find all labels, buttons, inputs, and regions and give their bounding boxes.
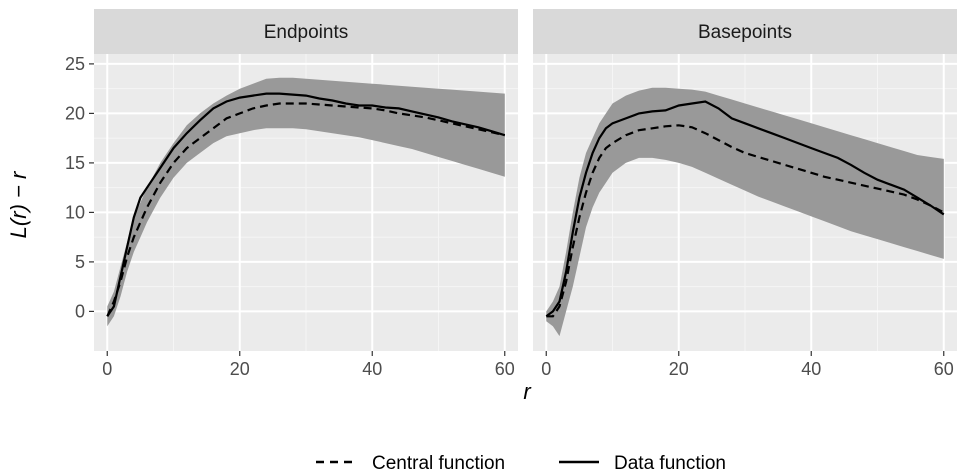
envelope-band — [107, 77, 505, 327]
envelope-band — [546, 87, 944, 337]
legend-label-data: Data function — [614, 453, 726, 474]
y-tick-label: 0 — [75, 301, 85, 321]
data-endpoints — [106, 77, 506, 327]
x-tick-label: 20 — [669, 359, 689, 379]
x-tick-label: 0 — [102, 359, 112, 379]
x-tick-label: 60 — [495, 359, 515, 379]
y-tick-label: 15 — [65, 153, 85, 173]
data-function-line — [106, 92, 506, 317]
central-function-line — [546, 124, 945, 318]
legend-label-central: Central function — [372, 453, 505, 474]
x-ticks-basepoints: 0 20 40 60 — [541, 351, 954, 379]
y-axis-title: L(r) − r — [6, 170, 31, 238]
x-tick-label: 20 — [230, 359, 250, 379]
y-tick-label: 25 — [65, 54, 85, 74]
data-basepoints — [545, 87, 945, 337]
y-ticks: 0 5 10 15 20 25 — [65, 54, 94, 321]
panel-basepoints: Basepoints 0 20 40 60 — [533, 9, 957, 379]
x-tick-label: 60 — [934, 359, 954, 379]
central-function-line — [106, 102, 506, 317]
panel-endpoints: Endpoints 0 20 40 60 — [94, 9, 518, 379]
strip-title-endpoints: Endpoints — [264, 22, 349, 43]
y-tick-label: 10 — [65, 202, 85, 222]
y-tick-label: 5 — [75, 252, 85, 272]
x-ticks-endpoints: 0 20 40 60 — [102, 351, 515, 379]
legend: Central function Data function — [316, 453, 726, 474]
x-axis-title: r — [523, 379, 532, 404]
strip-title-basepoints: Basepoints — [698, 22, 792, 43]
y-tick-label: 20 — [65, 103, 85, 123]
x-tick-label: 0 — [541, 359, 551, 379]
strip-background-endpoints — [94, 9, 518, 54]
x-tick-label: 40 — [362, 359, 382, 379]
strip-background-basepoints — [533, 9, 957, 54]
data-function-line — [545, 100, 945, 318]
x-tick-label: 40 — [801, 359, 821, 379]
